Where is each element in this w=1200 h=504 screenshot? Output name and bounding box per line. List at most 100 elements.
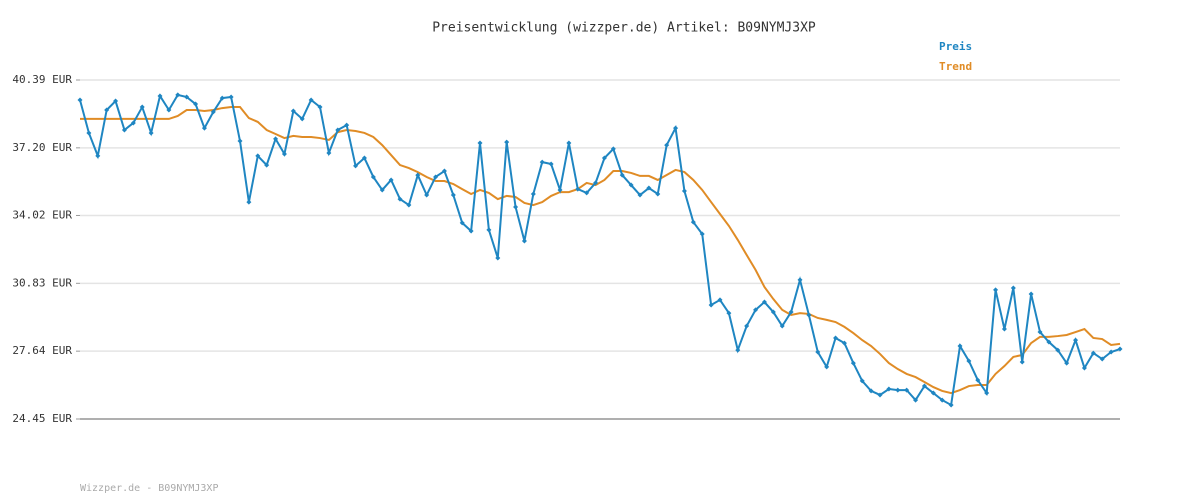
point-marker (593, 180, 599, 186)
point-marker (477, 140, 483, 146)
y-tick-label: 40.39 EUR (12, 73, 72, 86)
point-marker (281, 151, 287, 157)
point-marker (761, 299, 767, 305)
point-marker (984, 390, 990, 396)
point-marker (993, 287, 999, 293)
point-marker (539, 159, 545, 165)
point-marker (504, 139, 510, 145)
point-marker (575, 186, 581, 192)
point-marker (326, 150, 332, 156)
point-marker (441, 168, 447, 174)
point-marker (459, 220, 465, 226)
point-marker (655, 191, 661, 197)
point-marker (255, 153, 261, 159)
point-marker (673, 125, 679, 131)
y-tick-label: 24.45 EUR (12, 412, 72, 425)
point-marker (184, 94, 190, 100)
point-marker (726, 310, 732, 316)
point-marker (228, 94, 234, 100)
point-marker (139, 104, 145, 110)
point-marker (753, 307, 759, 313)
point-marker (601, 155, 607, 161)
point-marker (361, 155, 367, 161)
point-marker (264, 162, 270, 168)
point-marker (779, 323, 785, 329)
point-marker (335, 127, 341, 133)
point-marker (468, 228, 474, 234)
point-marker (735, 347, 741, 353)
point-marker (450, 192, 456, 198)
point-marker (486, 227, 492, 233)
point-marker (1010, 285, 1016, 291)
point-marker (1064, 360, 1070, 366)
point-marker (1046, 339, 1052, 345)
point-marker (237, 138, 243, 144)
point-marker (646, 185, 652, 191)
point-marker (966, 358, 972, 364)
point-marker (628, 182, 634, 188)
point-marker (744, 323, 750, 329)
point-marker (210, 109, 216, 115)
point-marker (948, 402, 954, 408)
point-marker (104, 107, 110, 113)
point-marker (530, 191, 536, 197)
point-marker (370, 174, 376, 180)
point-marker (433, 174, 439, 180)
point-marker (415, 172, 421, 178)
point-marker (841, 340, 847, 346)
point-marker (610, 146, 616, 152)
point-marker (521, 238, 527, 244)
point-marker (815, 349, 821, 355)
point-marker (175, 92, 181, 98)
point-marker (130, 120, 136, 126)
point-marker (424, 192, 430, 198)
point-marker (1108, 349, 1114, 355)
point-marker (637, 192, 643, 198)
point-marker (664, 142, 670, 148)
point-marker (824, 364, 830, 370)
point-marker (548, 161, 554, 167)
point-marker (513, 204, 519, 210)
point-marker (877, 392, 883, 398)
point-marker (246, 199, 252, 205)
point-marker (299, 116, 305, 122)
point-marker (717, 297, 723, 303)
point-marker (1099, 356, 1105, 362)
point-marker (895, 387, 901, 393)
point-marker (868, 388, 874, 394)
point-marker (1081, 365, 1087, 371)
point-marker (148, 130, 154, 136)
point-marker (317, 104, 323, 110)
point-marker (913, 397, 919, 403)
y-tick-label: 37.20 EUR (12, 141, 72, 154)
point-marker (699, 231, 705, 237)
point-marker (406, 202, 412, 208)
point-marker (1055, 347, 1061, 353)
point-marker (397, 196, 403, 202)
chart-title: Preisentwicklung (wizzper.de) Artikel: B… (432, 21, 816, 36)
point-marker (557, 187, 563, 193)
point-marker (273, 136, 279, 142)
point-marker (566, 140, 572, 146)
footer: Wizzper.de - B09NYMJ3XP (80, 483, 218, 494)
point-marker (308, 97, 314, 103)
point-marker (921, 383, 927, 389)
point-marker (1019, 359, 1025, 365)
point-marker (770, 309, 776, 315)
point-marker (584, 190, 590, 196)
point-marker (1028, 291, 1034, 297)
point-marker (788, 309, 794, 315)
point-marker (353, 163, 359, 169)
point-marker (806, 312, 812, 318)
point-marker (219, 95, 225, 101)
point-marker (201, 125, 207, 131)
point-marker (290, 108, 296, 114)
point-marker (113, 98, 119, 104)
point-marker (619, 172, 625, 178)
point-marker (193, 101, 199, 107)
point-marker (708, 302, 714, 308)
y-tick-label: 27.64 EUR (12, 344, 72, 357)
point-marker (681, 188, 687, 194)
